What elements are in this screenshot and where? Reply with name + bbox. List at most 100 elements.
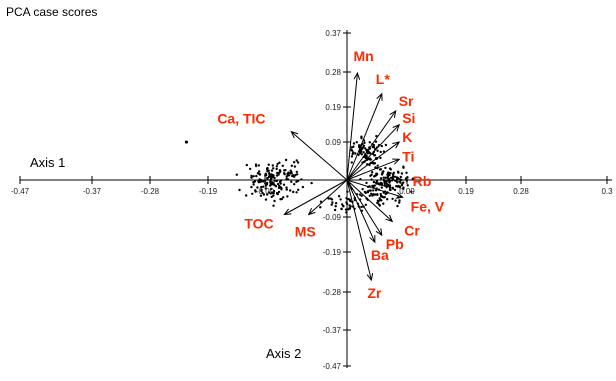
case-point — [276, 162, 279, 166]
case-point — [389, 176, 393, 179]
case-point — [340, 207, 343, 211]
case-point — [360, 205, 363, 209]
case-point — [327, 197, 330, 200]
vector-label: Mn — [353, 48, 373, 64]
case-point — [375, 182, 378, 185]
case-point — [256, 172, 260, 175]
case-point — [290, 164, 293, 167]
case-point — [368, 141, 371, 144]
case-point — [364, 203, 368, 206]
case-point — [280, 187, 283, 190]
case-point — [355, 141, 358, 144]
case-point — [271, 164, 274, 167]
case-point — [350, 161, 353, 164]
case-point — [376, 149, 379, 152]
x-tick-label: 0.3 — [601, 187, 613, 196]
x-tick-label: 0.09 — [399, 187, 415, 196]
case-point — [330, 203, 333, 206]
x-tick-label: -0.47 — [11, 187, 30, 196]
outlier-point — [184, 140, 189, 144]
vector-label: Ti — [402, 148, 414, 164]
case-point — [285, 188, 288, 191]
x-tick-label: -0.19 — [199, 187, 218, 196]
case-point — [388, 167, 392, 170]
case-point — [379, 177, 383, 180]
vector-arrowhead — [385, 214, 394, 223]
x-tick-label: -0.37 — [83, 187, 102, 196]
case-point — [252, 183, 255, 186]
vector-label: Ca, TIC — [217, 111, 265, 127]
case-point — [284, 168, 287, 172]
case-point — [255, 174, 258, 178]
case-point — [372, 189, 375, 192]
case-point — [365, 181, 368, 185]
case-point — [373, 175, 376, 178]
case-point — [400, 184, 403, 187]
case-point — [396, 204, 399, 208]
x-tick-label: 0.19 — [458, 187, 474, 196]
case-point — [368, 194, 371, 197]
x-tick-label: -0.28 — [141, 187, 160, 196]
case-point — [250, 174, 253, 178]
vector-line — [346, 110, 397, 181]
case-point — [374, 193, 377, 196]
case-point — [342, 205, 345, 208]
case-point — [406, 184, 409, 187]
case-point — [310, 181, 313, 185]
case-point — [265, 168, 269, 171]
x-tick-label: -0.09 — [256, 187, 275, 196]
case-point — [361, 188, 364, 191]
vector-label: L* — [376, 71, 391, 87]
case-point — [357, 153, 360, 156]
case-point — [270, 195, 273, 199]
case-point — [277, 173, 280, 176]
case-point — [382, 202, 385, 205]
case-point — [380, 195, 384, 198]
case-point — [296, 161, 300, 164]
vector-line — [346, 179, 393, 222]
case-point — [283, 173, 286, 176]
case-point — [358, 193, 362, 196]
case-point — [257, 164, 260, 167]
case-point — [267, 175, 271, 179]
case-point — [384, 176, 387, 179]
vector-arrowhead — [392, 123, 401, 132]
case-point — [278, 184, 281, 188]
case-point — [391, 175, 395, 178]
case-point — [331, 201, 334, 204]
case-point — [294, 173, 297, 177]
case-point — [381, 172, 384, 175]
case-point — [394, 199, 397, 202]
y-axis-label: Axis 2 — [266, 346, 301, 361]
case-point — [348, 198, 352, 202]
case-point — [400, 172, 404, 175]
chart-title: PCA case scores — [6, 5, 97, 19]
case-point — [337, 195, 341, 198]
case-point — [293, 165, 297, 168]
vector-arrowhead — [392, 158, 401, 165]
case-point — [286, 195, 289, 198]
case-point — [290, 172, 293, 175]
case-point — [379, 156, 382, 160]
vector-label: Si — [402, 110, 415, 126]
case-point — [266, 193, 269, 196]
case-point — [296, 173, 299, 176]
case-point — [348, 204, 351, 207]
case-point — [264, 184, 268, 187]
case-point — [360, 137, 363, 140]
case-point — [272, 204, 275, 207]
case-point — [281, 164, 284, 167]
case-point — [271, 181, 275, 185]
vector-line — [346, 141, 400, 181]
case-point — [245, 194, 248, 197]
vector-label: Ba — [371, 247, 389, 263]
case-point — [376, 164, 379, 167]
case-point — [254, 164, 258, 168]
case-point — [402, 187, 405, 190]
case-point — [295, 159, 298, 162]
case-point — [270, 177, 273, 180]
vector-label: Rb — [413, 173, 432, 189]
y-tick-label: -0.19 — [323, 248, 342, 257]
case-point — [284, 158, 288, 162]
